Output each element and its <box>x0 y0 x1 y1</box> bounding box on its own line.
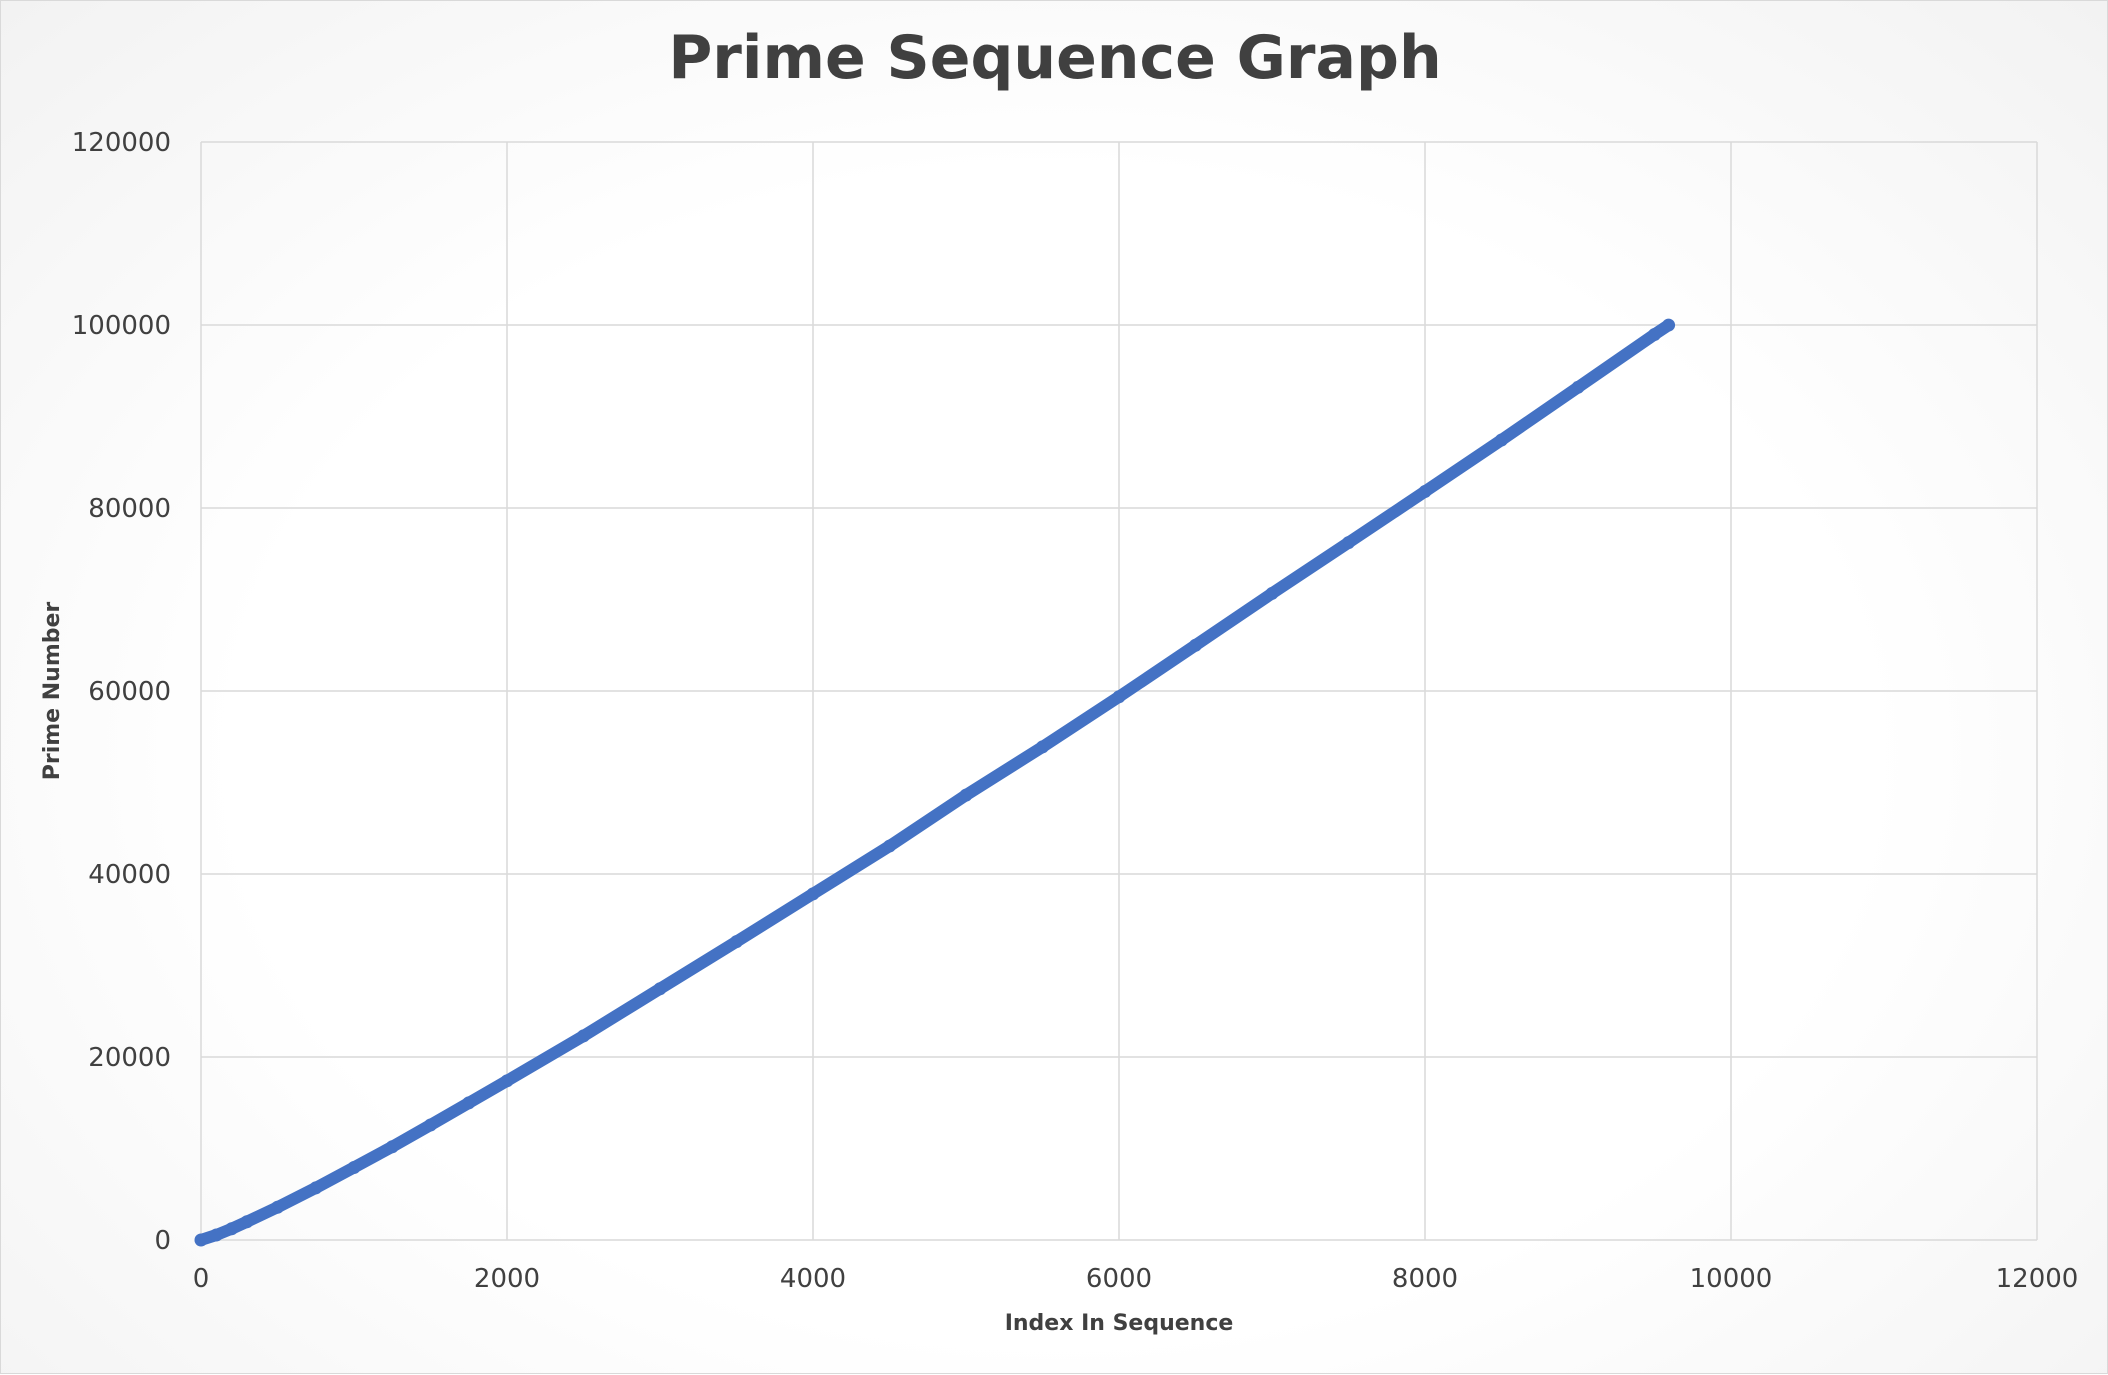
data-point-24 <box>1571 380 1585 394</box>
series-line-0 <box>195 319 1675 1246</box>
data-point-20 <box>1265 586 1279 600</box>
data-point-3 <box>240 1215 254 1229</box>
x-tick-label-0: 0 <box>193 1264 210 1294</box>
x-tick-label-4: 8000 <box>1392 1264 1458 1294</box>
x-axis-tick-labels: 0 2000 4000 6000 8000 10000 12000 <box>193 1264 2079 1294</box>
y-tick-label-6: 120000 <box>72 128 171 158</box>
y-tick-label-1: 20000 <box>88 1043 171 1073</box>
y-axis-title: Prime Number <box>40 602 65 781</box>
data-point-19 <box>1189 638 1202 652</box>
y-tick-label-5: 100000 <box>72 311 171 341</box>
y-axis-tick-labels: 0 20000 40000 60000 80000 100000 120000 <box>72 128 171 1256</box>
data-point-5 <box>309 1181 323 1195</box>
data-point-6 <box>347 1160 361 1174</box>
x-tick-label-1: 2000 <box>474 1264 540 1294</box>
data-point-25 <box>1648 327 1661 341</box>
data-point-17 <box>1036 740 1049 754</box>
data-series <box>194 318 1676 1247</box>
data-point-12 <box>653 982 667 996</box>
data-point-10 <box>500 1074 514 1088</box>
data-point-21 <box>1342 536 1355 550</box>
data-point-9 <box>462 1096 476 1110</box>
data-point-4 <box>271 1200 284 1214</box>
data-point-1 <box>209 1228 223 1242</box>
data-point-11 <box>577 1029 590 1043</box>
data-point-2 <box>225 1222 239 1236</box>
data-point-7 <box>385 1140 399 1154</box>
chart-title: Prime Sequence Graph <box>668 23 1442 93</box>
data-point-13 <box>730 935 743 949</box>
data-point-23 <box>1495 433 1508 447</box>
x-axis-title: Index In Sequence <box>1005 1311 1234 1336</box>
y-tick-label-3: 60000 <box>88 677 171 707</box>
x-tick-label-3: 6000 <box>1086 1264 1152 1294</box>
x-tick-label-5: 10000 <box>1690 1264 1773 1294</box>
data-point-0 <box>194 1233 208 1247</box>
data-point-8 <box>424 1118 437 1132</box>
x-tick-label-2: 4000 <box>780 1264 846 1294</box>
x-tick-label-6: 12000 <box>1996 1264 2079 1294</box>
data-point-14 <box>806 887 820 901</box>
data-point-16 <box>959 788 973 802</box>
y-tick-label-4: 80000 <box>88 494 171 524</box>
data-point-15 <box>883 839 896 853</box>
data-point-18 <box>1112 690 1126 704</box>
y-tick-label-0: 0 <box>154 1226 171 1256</box>
data-point-26 <box>1662 318 1676 332</box>
data-point-22 <box>1418 485 1432 499</box>
y-tick-label-2: 40000 <box>88 860 171 890</box>
